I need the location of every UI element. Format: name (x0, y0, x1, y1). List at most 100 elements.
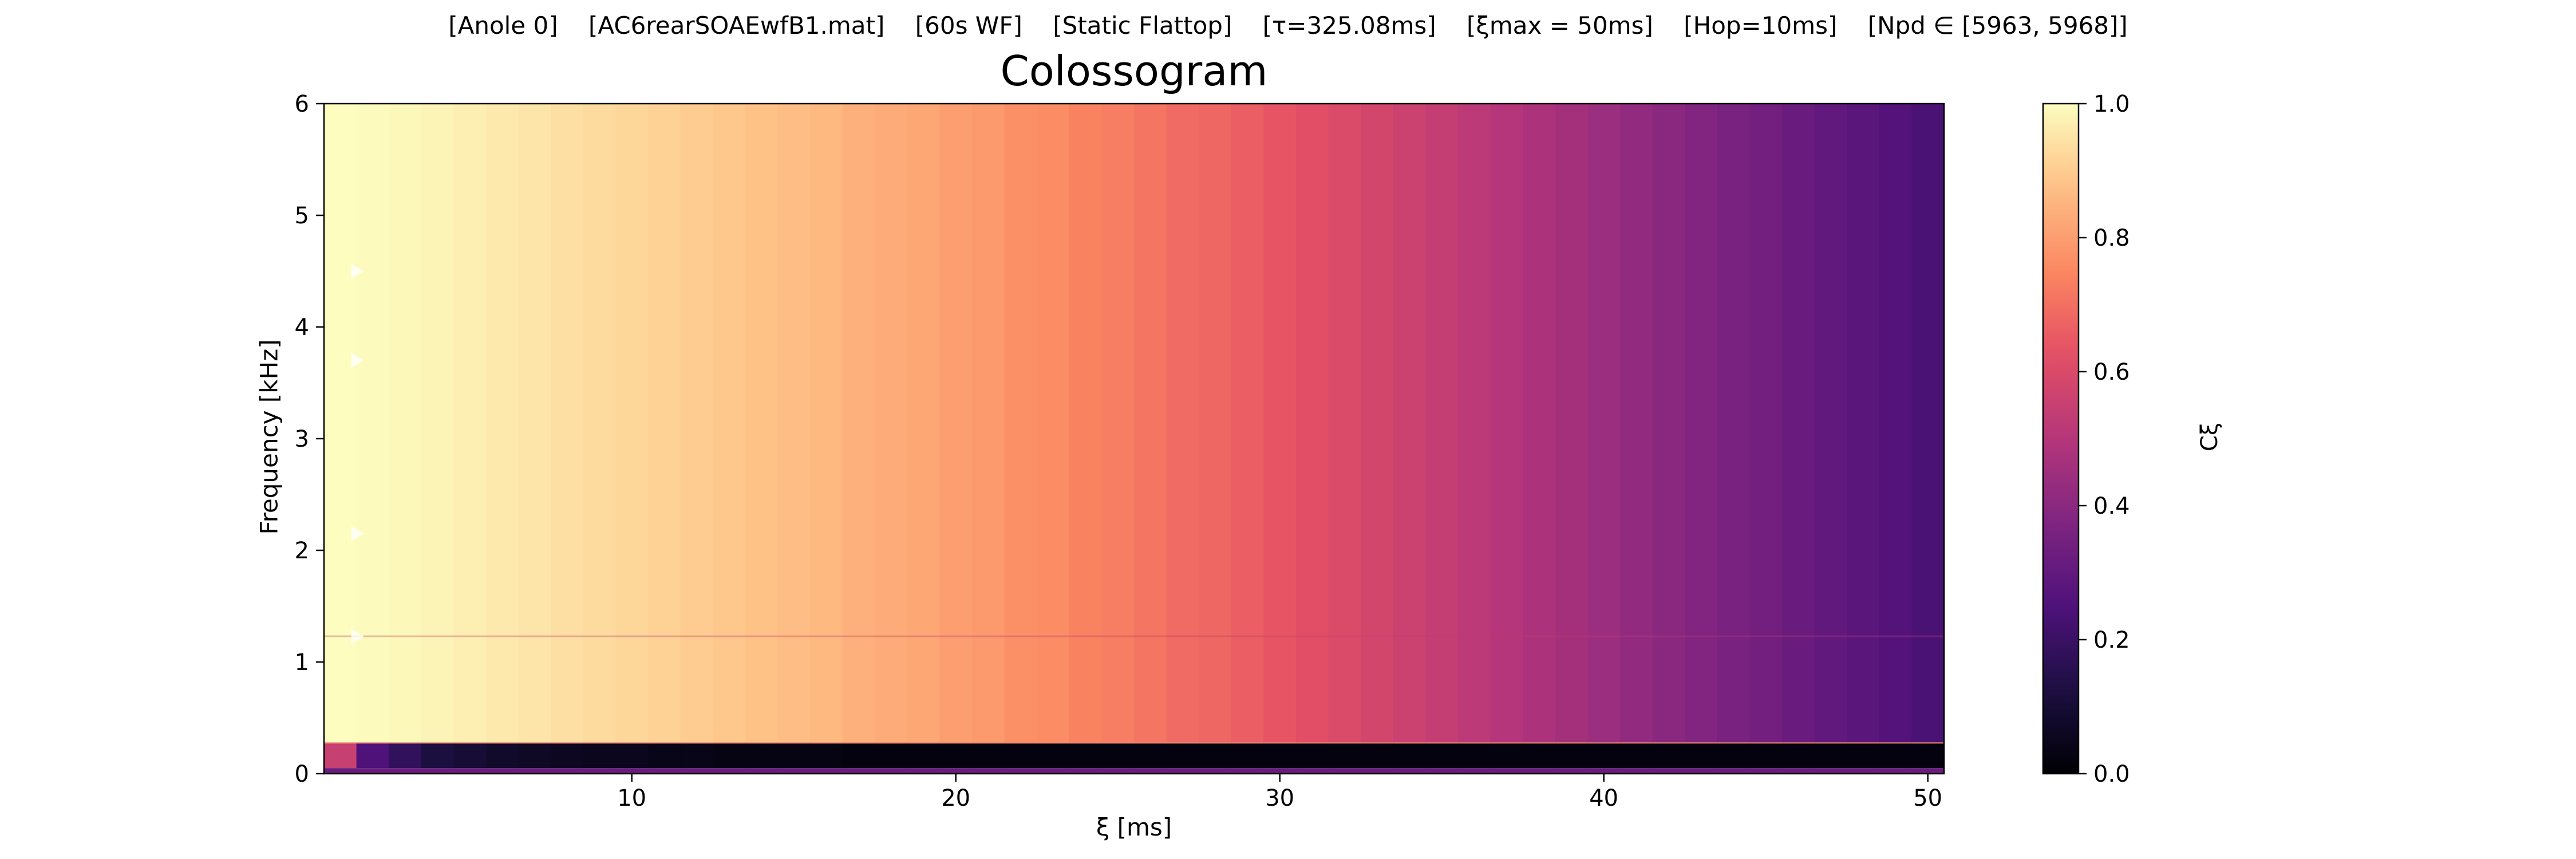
heatmap-low-band-cell (389, 743, 422, 769)
heatmap-low-band-cell (713, 743, 746, 769)
header-npd: [Npd ∈ [5963, 5968]] (1867, 11, 2128, 40)
heatmap-floor-cell (1037, 768, 1070, 774)
heatmap-low-band-cell (972, 743, 1005, 769)
heatmap-boundary-cell (680, 742, 713, 744)
heatmap-boundary-cell (939, 742, 973, 744)
heatmap-boundary-cell (1555, 742, 1588, 744)
chart-title: Colossogram (1000, 47, 1268, 95)
heatmap-boundary-cell (1069, 742, 1102, 744)
heatmap-column (810, 104, 843, 743)
heatmap-boundary-cell (389, 742, 422, 744)
header-filename: [AC6rearSOAEwfB1.mat] (588, 11, 885, 40)
heatmap-boundary-cell (1782, 742, 1815, 744)
heatmap-boundary-cell (1814, 742, 1847, 744)
heatmap-low-band-cell (551, 743, 584, 769)
colorbar-tick-label: 0.0 (2093, 761, 2130, 787)
y-tick-label: 6 (295, 91, 309, 117)
heatmap-floor-cell (1847, 768, 1880, 774)
x-tick-label: 40 (1589, 785, 1618, 811)
figure-suptitle: [Anole 0] [AC6rearSOAEwfB1.mat] [60s WF]… (0, 11, 2576, 40)
heatmap-floor-cell (1911, 768, 1945, 774)
heatmap-column (583, 104, 616, 743)
heatmap-floor-cell (1620, 768, 1653, 774)
heatmap-low-band-cell (1652, 743, 1685, 769)
heatmap-column (777, 104, 811, 743)
heatmap-floor-cell (1101, 768, 1135, 774)
heatmap-floor-cell (1652, 768, 1685, 774)
heatmap-column (1749, 104, 1783, 743)
heatmap-column (1911, 104, 1945, 743)
heatmap-boundary-cell (1037, 742, 1070, 744)
heatmap-low-band-cell (1879, 743, 1912, 769)
heatmap-low-band-cell (615, 743, 649, 769)
header-xi-max: [ξmax = 50ms] (1467, 11, 1653, 40)
heatmap-column (1490, 104, 1523, 743)
heatmap-low-band-cell (777, 743, 811, 769)
heatmap-low-band-cell (907, 743, 940, 769)
heatmap-floor-cell (939, 768, 973, 774)
heatmap-boundary-cell (486, 742, 519, 744)
heatmap-floor-cell (875, 768, 908, 774)
heatmap-floor-cell (1166, 768, 1199, 774)
heatmap-floor-cell (551, 768, 584, 774)
heatmap-floor-cell (615, 768, 649, 774)
heatmap-floor-cell (1523, 768, 1556, 774)
heatmap-floor-cell (810, 768, 843, 774)
heatmap-floor-cell (583, 768, 616, 774)
heatmap-boundary-cell (1685, 742, 1718, 744)
heatmap-floor-cell (1069, 768, 1102, 774)
heatmap-column (615, 104, 649, 743)
heatmap-floor-cell (1425, 768, 1459, 774)
heatmap-floor-cell (1879, 768, 1912, 774)
heatmap-boundary-cell (1199, 742, 1232, 744)
heatmap-low-band-cell (1037, 743, 1070, 769)
heatmap-low-band-cell (518, 743, 551, 769)
heatmap-column (972, 104, 1005, 743)
heatmap-floor-cell (421, 768, 454, 774)
heatmap-column (1166, 104, 1199, 743)
heatmap-boundary-cell (1911, 742, 1945, 744)
heatmap-low-band-cell (1296, 743, 1329, 769)
heatmap-low-band-cell (1199, 743, 1232, 769)
heatmap-floor-cell (1814, 768, 1847, 774)
heatmap-low-band-cell (1231, 743, 1264, 769)
heatmap-boundary-cell (1879, 742, 1912, 744)
heatmap-column (1717, 104, 1750, 743)
heatmap-low-band-cell (1717, 743, 1750, 769)
heatmap-floor-cell (1490, 768, 1523, 774)
heatmap-column (1620, 104, 1653, 743)
heatmap-boundary-cell (907, 742, 940, 744)
heatmap-low-band-cell (939, 743, 973, 769)
heatmap-column (648, 104, 681, 743)
heatmap-floor-cell (1685, 768, 1718, 774)
heatmap-floor-cell (453, 768, 487, 774)
heatmap-low-band-cell (648, 743, 681, 769)
heatmap-low-band-cell (1847, 743, 1880, 769)
heatmap-low-band-cell (356, 743, 389, 769)
heatmap-low-band-cell (1814, 743, 1847, 769)
heatmap-low-band-cell (1004, 743, 1037, 769)
heatmap-floor-cell (1004, 768, 1037, 774)
heatmap-low-band-cell (1263, 743, 1297, 769)
heatmap-column (1296, 104, 1329, 743)
heatmap-column (1134, 104, 1167, 743)
heatmap-floor-cell (1458, 768, 1491, 774)
heatmap-column (1523, 104, 1556, 743)
heatmap-boundary-cell (1749, 742, 1783, 744)
heatmap-boundary-cell (713, 742, 746, 744)
x-axis-label: ξ [ms] (1096, 813, 1172, 841)
heatmap-floor-cell (1199, 768, 1232, 774)
heatmap-low-band-cell (745, 743, 778, 769)
heatmap-column (551, 104, 584, 743)
heatmap-column (1458, 104, 1491, 743)
heatmap-boundary-cell (1166, 742, 1199, 744)
heatmap-low-band-cell (680, 743, 713, 769)
heatmap-boundary-cell (1101, 742, 1135, 744)
colorbar-tick-label: 1.0 (2093, 91, 2130, 117)
heatmap-boundary-cell (1004, 742, 1037, 744)
heatmap-column (389, 104, 422, 743)
heatmap-column (1814, 104, 1847, 743)
header-anole: [Anole 0] (448, 11, 558, 40)
heatmap-column (907, 104, 940, 743)
